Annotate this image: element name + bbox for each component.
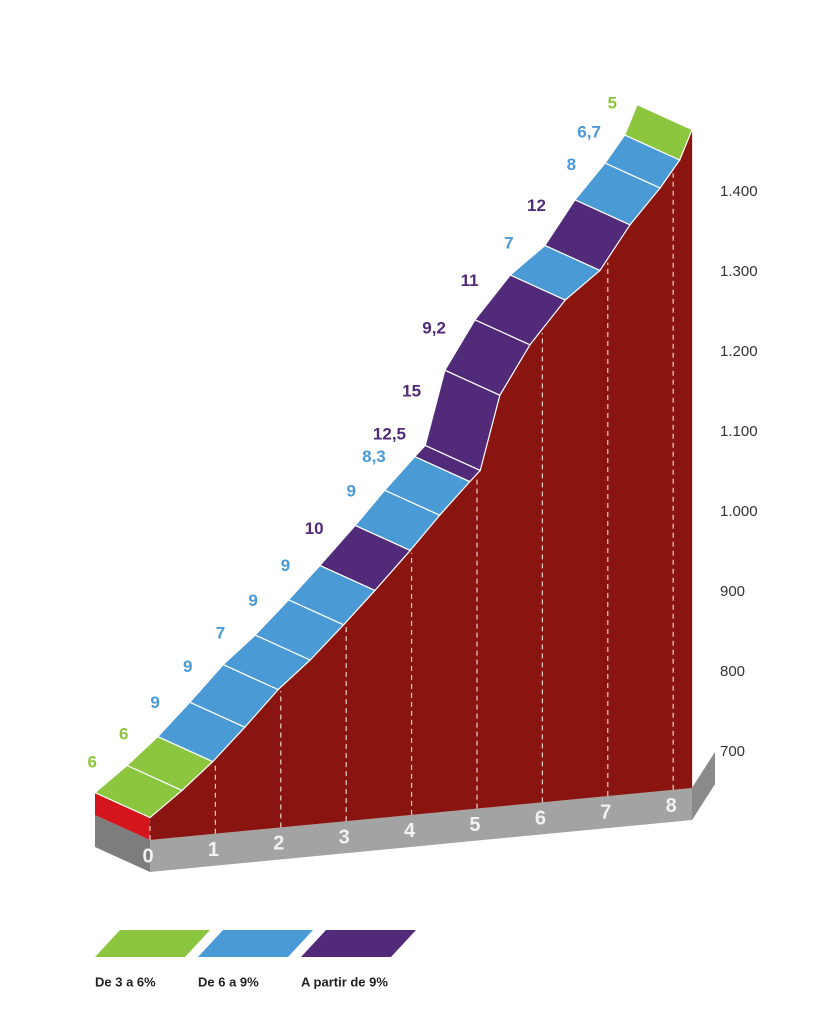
y-tick-label: 1.300 xyxy=(720,263,758,280)
x-tick-label: 6 xyxy=(535,808,546,830)
base-front xyxy=(150,752,715,872)
legend-swatch xyxy=(301,930,416,957)
gradient-label: 8,3 xyxy=(362,447,386,466)
x-tick-label: 4 xyxy=(404,820,416,842)
gradient-label: 10 xyxy=(305,519,324,538)
gradient-label: 6 xyxy=(88,752,97,771)
x-tick-label: 0 xyxy=(142,845,153,867)
gradient-label: 15 xyxy=(402,381,421,400)
legend-swatch xyxy=(95,930,210,957)
gradient-label: 9 xyxy=(183,657,192,676)
y-tick-label: 1.100 xyxy=(720,423,758,440)
y-tick-label: 1.200 xyxy=(720,343,758,360)
y-tick-label: 700 xyxy=(720,743,745,760)
base-right xyxy=(692,752,715,820)
gradient-label: 6 xyxy=(119,724,128,743)
y-tick-label: 1.000 xyxy=(720,503,758,520)
legend-label: De 3 a 6% xyxy=(95,974,156,989)
x-tick-label: 8 xyxy=(666,795,677,817)
x-tick-label: 5 xyxy=(469,814,480,836)
gradient-label: 9,2 xyxy=(422,318,446,337)
gradient-label: 12,5 xyxy=(373,424,406,443)
profile-side xyxy=(95,793,150,840)
gradient-label: 9 xyxy=(150,693,159,712)
gradient-label: 7 xyxy=(504,234,513,253)
x-tick-label: 1 xyxy=(208,839,219,861)
gradient-label: 9 xyxy=(281,556,290,575)
profile-face xyxy=(150,129,693,841)
legend-label: De 6 a 9% xyxy=(198,974,259,989)
gradient-label: 8 xyxy=(567,155,576,174)
legend-swatch xyxy=(198,930,313,957)
y-tick-label: 800 xyxy=(720,663,745,680)
x-tick-label: 3 xyxy=(339,826,350,848)
gradient-label: 11 xyxy=(461,271,479,290)
y-tick-label: 1.400 xyxy=(720,183,758,200)
gradient-segment xyxy=(623,103,693,161)
gradient-label: 9 xyxy=(248,591,257,610)
x-tick-label: 2 xyxy=(273,833,284,855)
gradient-label: 9 xyxy=(347,481,356,500)
base-side xyxy=(95,815,150,872)
gradient-label: 12 xyxy=(527,196,546,215)
gradient-label: 6,7 xyxy=(577,122,601,141)
gradient-label: 5 xyxy=(607,93,616,112)
legend-label: A partir de 9% xyxy=(301,974,388,989)
x-tick-label: 7 xyxy=(600,801,611,823)
y-tick-label: 900 xyxy=(720,583,745,600)
gradient-label: 7 xyxy=(216,623,225,642)
